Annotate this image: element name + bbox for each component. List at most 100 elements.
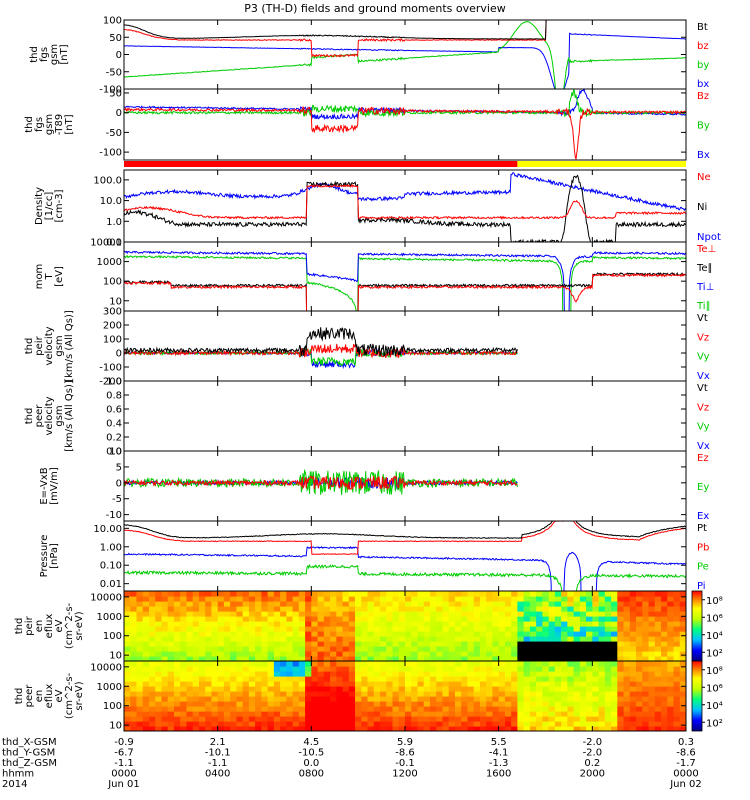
spectrogram-cell	[223, 656, 231, 661]
spectrogram-cell	[217, 601, 225, 607]
colorbar-label: 10⁴	[706, 701, 723, 712]
series-line-ti∥	[124, 255, 686, 311]
spectrogram-cell	[392, 606, 400, 612]
spectrogram-cell	[273, 631, 281, 637]
spectrogram-cell	[667, 636, 675, 642]
y-tick-label: 50	[109, 33, 122, 44]
spectrogram-cell	[467, 651, 475, 657]
legend-vz: Vz	[697, 402, 709, 413]
spectrogram-cell	[267, 591, 275, 597]
colorbar-label: 10⁸	[706, 666, 723, 677]
spectrogram-cell	[211, 706, 219, 712]
spectrogram-cell	[211, 676, 219, 682]
spectrogram-cell	[642, 671, 650, 677]
spectrogram-cell	[173, 661, 181, 667]
spectrogram-cell	[317, 701, 325, 707]
spectrogram-cell	[567, 631, 575, 637]
spectrogram-cell	[155, 596, 163, 602]
spectrogram-cell	[473, 686, 481, 692]
spectrogram-cell	[142, 641, 150, 647]
spectrogram-cell	[561, 601, 568, 607]
spectrogram-cell	[298, 696, 306, 702]
spectrogram-cell	[305, 706, 312, 712]
spectrogram-cell	[311, 661, 319, 667]
spectrogram-cell	[136, 591, 144, 597]
spectrogram-cell	[380, 631, 387, 637]
spectrogram-cell	[261, 681, 269, 687]
spectrogram-cell	[511, 651, 518, 657]
spectrogram-cell	[192, 666, 200, 672]
y-tick-label: -10	[106, 510, 122, 521]
spectrogram-cell	[498, 651, 506, 657]
spectrogram-cell	[323, 596, 331, 602]
spectrogram-cell	[155, 716, 163, 722]
spectrogram-cell	[523, 711, 531, 717]
spectrogram-cell	[230, 716, 237, 722]
spectrogram-cell	[124, 691, 131, 697]
spectrogram-cell	[311, 646, 319, 652]
spectrogram-cell	[373, 626, 381, 632]
spectrogram-cell	[317, 636, 325, 642]
spectrogram-cell	[380, 646, 387, 652]
y-tick-label: -100	[99, 148, 122, 159]
spectrogram-cell	[305, 686, 312, 692]
spectrogram-cell	[323, 606, 331, 612]
spectrogram-cell	[361, 631, 369, 637]
spectrogram-cell	[498, 646, 506, 652]
spectrogram-cell	[436, 706, 444, 712]
spectrogram-cell	[124, 651, 131, 657]
spectrogram-cell	[586, 706, 593, 712]
spectrogram-cell	[536, 706, 543, 712]
spectrogram-cell	[429, 691, 437, 697]
spectrogram-cell	[336, 616, 344, 622]
spectrogram-cell	[523, 726, 531, 731]
spectrogram-cell	[280, 721, 287, 727]
spectrogram-cell	[373, 671, 381, 677]
spectrogram-cell	[579, 686, 587, 692]
spectrogram-cell	[617, 691, 625, 697]
spectrogram-cell	[317, 666, 325, 672]
legend-vt: Vt	[697, 313, 708, 324]
spectrogram-cell	[398, 696, 406, 702]
y-tick-label: -5	[112, 494, 122, 505]
spectrogram-cell	[348, 671, 356, 677]
spectrogram-cell	[598, 646, 606, 652]
spectrogram-cell	[248, 666, 256, 672]
spectrogram-cell	[623, 641, 631, 647]
spectrogram-cell	[436, 611, 444, 617]
legend-npot: Npot	[697, 232, 721, 243]
spectrogram-cell	[398, 711, 406, 717]
spectrogram-cell	[405, 706, 412, 712]
spectrogram-cell	[567, 716, 575, 722]
spectrogram-cell	[367, 671, 375, 677]
spectrogram-cell	[367, 696, 375, 702]
spectrogram-cell	[598, 656, 606, 661]
spectrogram-cell	[636, 631, 643, 637]
ylabel-line: eV	[54, 689, 65, 702]
y-tick-label: 0.2	[106, 433, 122, 444]
spectrogram-cell	[642, 606, 650, 612]
spectrogram-cell	[198, 601, 206, 607]
spectrogram-cell	[255, 666, 262, 672]
spectrogram-cell	[211, 656, 219, 661]
spectrogram-cell	[442, 626, 450, 632]
spectrogram-cell	[579, 611, 587, 617]
spectrogram-cell	[124, 601, 131, 607]
spectrogram-cell	[548, 596, 556, 602]
spectrogram-cell	[130, 711, 138, 717]
spectrogram-cell	[492, 646, 500, 652]
spectrogram-cell	[380, 636, 387, 642]
spectrogram-cell	[642, 666, 650, 672]
spectrogram-cell	[255, 641, 262, 647]
spectrogram-cell	[180, 646, 188, 652]
spectrogram-cell	[654, 726, 662, 731]
spectrogram-cell	[380, 706, 387, 712]
spectrogram-cell	[486, 601, 494, 607]
spectrogram-cell	[567, 721, 575, 727]
spectrogram-cell	[486, 681, 494, 687]
spectrogram-cell	[205, 591, 213, 597]
spectrogram-cell	[648, 681, 656, 687]
spectrogram-cell	[223, 626, 231, 632]
spectrogram-cell	[342, 606, 350, 612]
orbit-bar	[124, 161, 686, 167]
